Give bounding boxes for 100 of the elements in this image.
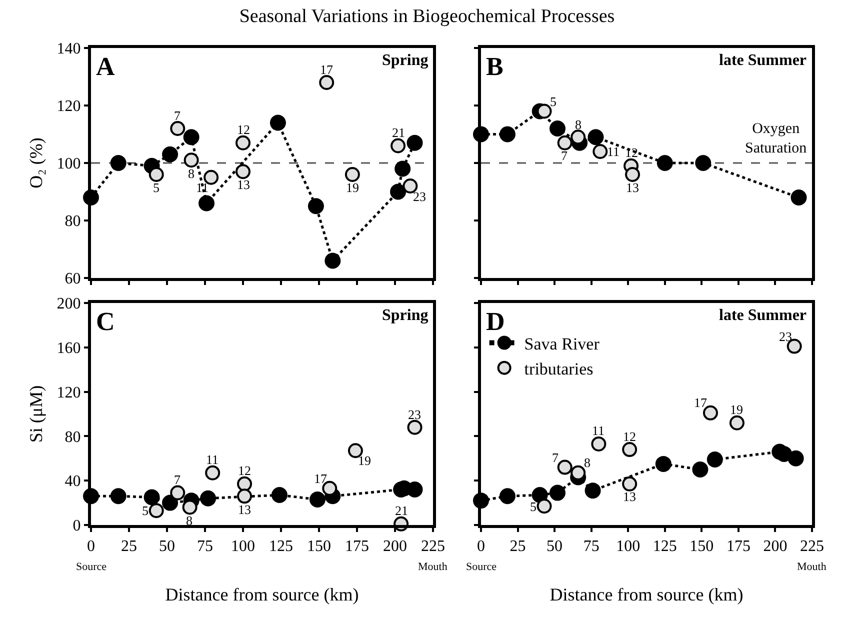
point	[592, 144, 608, 159]
annotation: 7	[174, 108, 181, 123]
point	[198, 195, 215, 212]
annotation: 17	[314, 471, 328, 486]
x-tick-label: 25	[510, 538, 526, 556]
annotation: 12	[623, 429, 636, 444]
annotation: 11	[206, 452, 219, 467]
annotation: late Summer	[719, 52, 807, 69]
x-tick-label: 100	[616, 538, 640, 556]
annotation: 8	[584, 455, 590, 470]
point	[695, 155, 712, 171]
text: Source	[466, 561, 497, 573]
x-tick-label: 100	[231, 538, 255, 556]
point	[570, 465, 586, 480]
point	[394, 160, 411, 177]
point	[656, 155, 673, 171]
point	[319, 75, 334, 90]
point	[550, 484, 566, 501]
annotation: 19	[730, 402, 743, 417]
y-tick-label: 0	[72, 518, 81, 535]
annotation: 11	[196, 180, 209, 195]
point	[271, 487, 288, 504]
annotation: 21	[392, 125, 405, 140]
point	[407, 420, 422, 435]
annotation: 7	[561, 148, 568, 163]
point	[536, 498, 552, 514]
point	[270, 114, 286, 131]
ref-line-label: Oxygen Saturation	[745, 121, 808, 156]
annotation: 17	[320, 62, 334, 77]
legend-label: tributaries	[524, 359, 594, 378]
x-tick-label: 125	[652, 538, 677, 556]
point	[200, 490, 216, 506]
point	[776, 446, 792, 462]
annotation: 23	[408, 407, 421, 422]
x-axis-title: Distance from source (km)	[165, 584, 359, 604]
x-tick-label: 75	[583, 538, 600, 556]
y-tick-label: 140	[56, 40, 81, 58]
annotation: 5	[153, 180, 160, 195]
point	[406, 134, 423, 151]
point	[170, 121, 186, 136]
annotation: 8	[575, 117, 582, 132]
point	[237, 488, 252, 504]
y-tick-label: 80	[64, 428, 81, 446]
annotation: 19	[358, 453, 371, 468]
point	[499, 126, 516, 142]
point	[148, 503, 164, 518]
point	[308, 198, 324, 214]
y-axis-title: O₂ (%)	[26, 138, 46, 188]
x-tick-label: 25	[121, 538, 137, 556]
annotation: D	[486, 307, 505, 336]
point	[499, 488, 516, 504]
x-tick-label: 50	[546, 538, 563, 556]
point	[557, 460, 572, 475]
point	[702, 405, 718, 420]
point	[550, 120, 566, 136]
point	[625, 167, 640, 182]
point	[184, 152, 199, 168]
y-tick-label: 40	[64, 473, 81, 490]
annotation: 23	[779, 329, 792, 344]
annotation: B	[486, 52, 504, 81]
annotation: 23	[413, 189, 426, 204]
point	[110, 488, 126, 504]
point	[584, 482, 601, 499]
point	[344, 167, 360, 182]
point	[536, 104, 552, 119]
point	[162, 494, 178, 511]
annotation: 21	[395, 503, 408, 518]
y-tick-label: 80	[64, 213, 81, 230]
x-tick-label: 225	[800, 538, 824, 556]
annotation: 12	[238, 463, 251, 478]
point	[390, 184, 406, 200]
point	[706, 452, 723, 468]
x-tick-label: 0	[477, 538, 485, 556]
x-tick-label: 75	[197, 538, 213, 556]
point	[183, 129, 200, 146]
x-tick-label: 225	[421, 538, 445, 556]
point	[390, 138, 406, 154]
annotation: 13	[623, 489, 636, 504]
annotation: 8	[186, 513, 192, 528]
point	[110, 155, 126, 171]
x-tick-label: 0	[87, 538, 95, 556]
x-tick-label: 200	[763, 538, 788, 556]
x-tick-label: 200	[383, 538, 407, 556]
annotation: 11	[607, 144, 620, 159]
chart-title: Seasonal Variations in Biogeochemical Processes	[238, 6, 616, 28]
x-tick-label: 175	[345, 538, 369, 556]
point	[170, 485, 186, 500]
point	[692, 462, 708, 478]
text: Source	[76, 561, 107, 573]
annotation: 8	[188, 166, 194, 181]
point	[591, 436, 606, 452]
point	[570, 130, 586, 145]
point	[204, 170, 219, 185]
text: Mouth	[797, 561, 827, 573]
annotation: 12	[237, 122, 250, 137]
point	[557, 135, 572, 150]
x-tick-label: 150	[307, 538, 331, 556]
point	[729, 415, 744, 430]
point	[655, 456, 672, 472]
annotation: 5	[142, 503, 148, 518]
